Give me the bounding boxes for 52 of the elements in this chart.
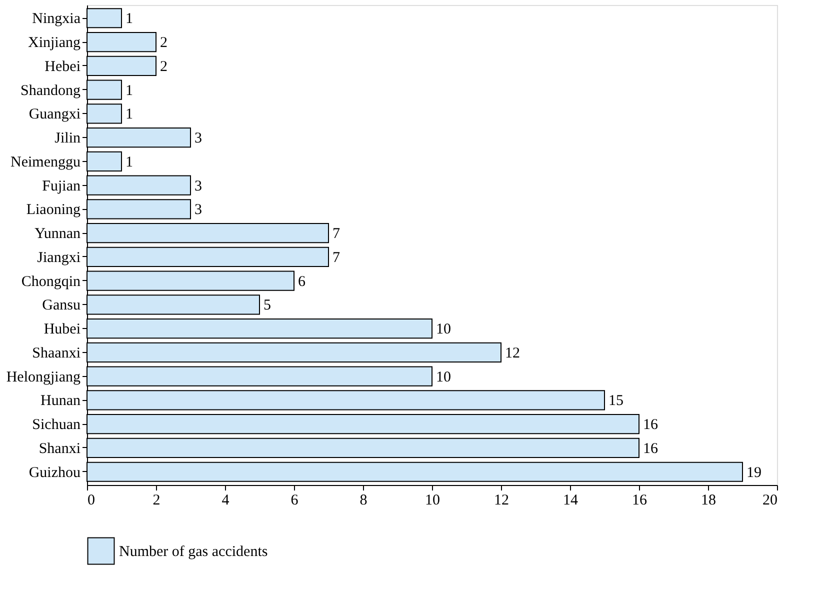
data-label: 15 (608, 393, 624, 410)
y-tick-label: Ningxia (32, 11, 81, 28)
y-tick-label: Jilin (54, 130, 81, 147)
y-tick-label: Shanxi (38, 440, 80, 457)
data-label: 5 (264, 298, 271, 314)
y-tick-label: Shandong (20, 82, 81, 99)
data-label: 1 (126, 82, 133, 99)
y-tick-label: Hubei (44, 322, 80, 338)
data-label: 7 (332, 226, 340, 242)
data-label: 7 (332, 250, 340, 266)
data-label: 1 (126, 11, 133, 28)
data-label: 10 (436, 322, 451, 338)
data-label: 3 (194, 178, 202, 194)
y-tick-label: Neimenggu (10, 154, 81, 170)
y-tick-label: Jiangxi (37, 250, 80, 266)
data-label: 6 (298, 274, 306, 290)
data-label: 2 (160, 35, 168, 52)
x-tick-label: 12 (494, 492, 509, 508)
y-tick-label: Shaanxi (32, 345, 80, 362)
data-label: 1 (126, 154, 133, 170)
data-label: 16 (643, 440, 658, 457)
y-tick-label: Liaoning (26, 202, 81, 218)
x-tick-label: 16 (632, 492, 648, 508)
y-tick-label: Helongjiang (6, 369, 81, 386)
x-tick-label: 6 (290, 492, 299, 508)
x-tick-label: 10 (425, 492, 440, 508)
y-tick-label: Hunan (40, 393, 81, 410)
data-label: 2 (160, 58, 168, 75)
y-tick-label: Hebei (44, 58, 80, 75)
x-tick-label: 20 (762, 492, 778, 508)
y-tick-label: Gansu (42, 298, 81, 314)
data-label: 3 (194, 130, 202, 147)
x-tick-label: 18 (701, 492, 716, 508)
x-tick-label: 14 (563, 492, 578, 508)
data-label: 10 (436, 369, 451, 386)
y-tick-label: Guangxi (28, 106, 80, 123)
y-tick-label: Xinjiang (28, 35, 81, 52)
y-tick-label: Sichuan (32, 417, 81, 434)
data-label: 1 (126, 106, 133, 123)
y-tick-label: Chongqin (21, 274, 81, 290)
x-tick-label: 2 (152, 492, 160, 508)
y-tick-label: Yunnan (34, 226, 81, 242)
data-label: 16 (643, 417, 658, 434)
data-label: 3 (194, 202, 202, 218)
x-tick-label: 0 (88, 492, 95, 508)
data-label: 19 (746, 464, 762, 481)
y-tick-label: Fujian (42, 178, 81, 194)
x-tick-label: 8 (360, 492, 368, 508)
legend-label: Number of gas accidents (119, 544, 268, 560)
x-tick-label: 4 (222, 492, 230, 508)
y-tick-label: Guizhou (28, 464, 81, 481)
data-label: 12 (505, 345, 520, 362)
